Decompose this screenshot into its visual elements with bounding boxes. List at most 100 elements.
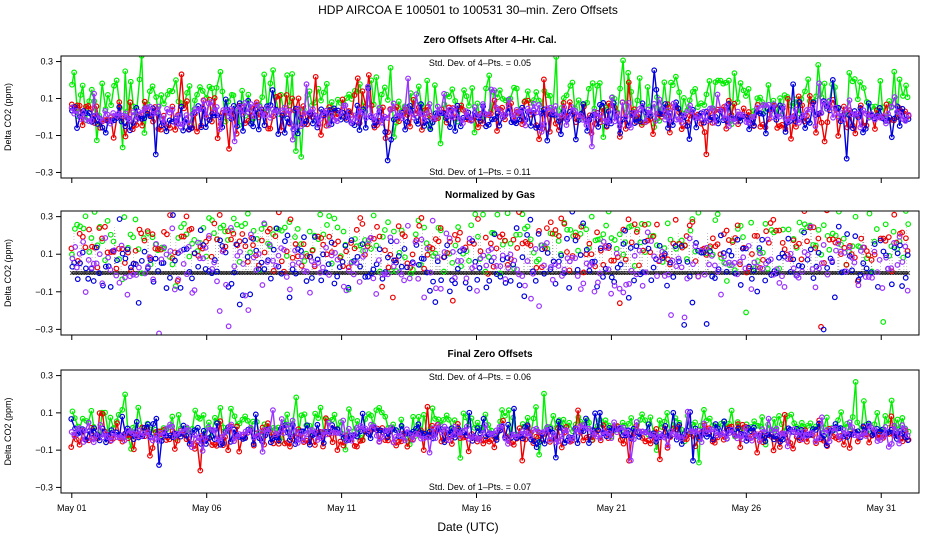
data-point <box>407 264 414 271</box>
data-point <box>138 110 145 116</box>
data-point <box>172 257 178 264</box>
data-point <box>723 268 730 275</box>
data-point <box>264 259 271 265</box>
data-point <box>827 192 832 197</box>
data-point <box>415 217 422 224</box>
baseline-point: × <box>130 268 135 278</box>
data-point <box>298 412 305 419</box>
data-point <box>373 242 380 249</box>
baseline-point: × <box>554 268 559 278</box>
data-point <box>697 115 704 122</box>
data-point <box>580 220 587 227</box>
baseline-point: × <box>359 268 364 278</box>
data-point <box>292 270 299 277</box>
data-point <box>820 99 827 105</box>
baseline-point: × <box>883 268 888 278</box>
data-point <box>625 216 632 223</box>
data-point <box>784 256 791 262</box>
data-point <box>801 229 807 236</box>
data-point <box>528 295 534 302</box>
data-point <box>561 220 568 227</box>
baseline-point: × <box>683 268 688 278</box>
y-tick-label: 0.1 <box>40 94 53 104</box>
data-point <box>538 242 545 249</box>
panel-title: Normalized by Gas <box>445 190 535 201</box>
data-point <box>152 255 159 262</box>
baseline-point: × <box>854 268 859 278</box>
data-point <box>765 239 772 246</box>
data-point <box>454 236 461 243</box>
data-point <box>171 286 178 293</box>
series-segment <box>347 116 352 123</box>
data-point <box>633 271 640 278</box>
data-point <box>424 245 431 252</box>
data-point <box>454 258 461 264</box>
series-segment <box>753 107 758 117</box>
data-point <box>149 234 156 241</box>
data-point <box>505 265 512 271</box>
series-segment <box>210 101 215 112</box>
baseline-point: × <box>177 268 182 278</box>
baseline-point: × <box>351 268 356 278</box>
data-point <box>181 220 187 227</box>
series-segment <box>582 119 588 126</box>
data-point <box>804 256 811 263</box>
baseline-point: × <box>324 268 329 278</box>
data-point <box>890 228 897 235</box>
data-point <box>149 83 156 90</box>
baseline-point: × <box>781 268 786 278</box>
baseline-point: × <box>810 268 815 278</box>
baseline-point: × <box>150 268 155 278</box>
data-point <box>555 238 562 244</box>
data-point <box>180 260 187 267</box>
series-segment <box>728 117 733 127</box>
data-point <box>267 275 274 282</box>
data-point <box>308 258 315 264</box>
data-point <box>381 113 388 120</box>
data-point <box>209 266 216 272</box>
data-point <box>254 236 260 242</box>
data-point <box>583 251 590 258</box>
data-point <box>308 275 315 281</box>
series-segment <box>291 397 297 424</box>
baseline-point: × <box>180 268 185 278</box>
data-point <box>865 252 872 259</box>
data-point <box>883 254 890 261</box>
baseline-point: × <box>477 268 482 278</box>
data-point <box>328 249 335 256</box>
baseline-point: × <box>825 268 830 278</box>
data-point <box>749 251 755 257</box>
series-segment <box>565 85 572 96</box>
baseline-point: × <box>503 268 508 278</box>
data-point <box>678 264 685 271</box>
data-point <box>902 243 909 250</box>
data-point <box>491 231 498 238</box>
data-point <box>342 242 349 249</box>
data-point <box>857 79 864 86</box>
baseline-point: × <box>84 268 89 278</box>
series-segment <box>189 114 194 124</box>
data-point <box>122 110 129 117</box>
data-point <box>499 407 505 413</box>
data-point <box>574 273 581 279</box>
baseline-point: × <box>467 268 472 278</box>
data-point <box>631 221 638 228</box>
data-point <box>124 291 131 298</box>
data-point <box>731 259 738 266</box>
data-point <box>158 115 165 122</box>
baseline-point: × <box>85 268 90 278</box>
baseline-point: × <box>743 268 748 278</box>
series-segment <box>423 113 428 120</box>
data-point <box>378 91 385 98</box>
data-point <box>759 249 766 256</box>
baseline-point: × <box>896 268 901 278</box>
plot-area: ××××××××××××××××××××××××××××××××××××××××… <box>68 192 912 335</box>
data-point <box>616 231 623 238</box>
data-point <box>723 260 729 267</box>
series-segment <box>233 110 239 142</box>
data-point <box>118 118 125 125</box>
baseline-point: × <box>127 268 132 278</box>
data-point <box>796 240 802 247</box>
baseline-point: × <box>164 268 169 278</box>
baseline-point: × <box>161 268 166 278</box>
